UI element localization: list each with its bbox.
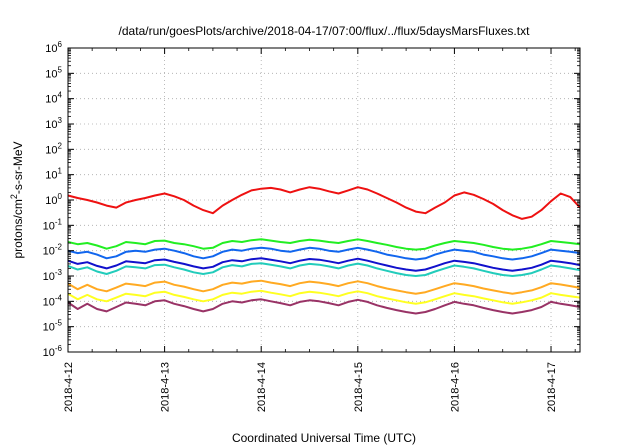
chart-title: /data/run/goesPlots/archive/2018-04-17/0… [119, 24, 531, 38]
y-tick-exponent: -5 [55, 319, 63, 328]
y-tick-label: 103 [45, 116, 62, 131]
series-line-3 [67, 246, 581, 261]
y-tick-exponent: 0 [58, 192, 63, 201]
series-line-4 [67, 262, 581, 277]
y-tick-base: 10 [45, 170, 57, 182]
series-line-5 [67, 257, 581, 272]
y-axis-label-main: protons/cm [11, 199, 25, 258]
y-tick-base: 10 [43, 322, 55, 334]
y-tick-base: 10 [43, 246, 55, 258]
y-tick-base: 10 [43, 296, 55, 308]
y-tick-exponent: -3 [55, 268, 63, 277]
y-tick-exponent: 6 [58, 40, 63, 49]
y-tick-base: 10 [45, 144, 57, 156]
y-tick-base: 10 [43, 220, 55, 232]
y-tick-base: 10 [45, 68, 57, 80]
y-tick-label: 100 [45, 192, 62, 207]
y-axis-label: protons/cm2-s-sr-MeV [9, 141, 25, 258]
y-axis-label-rest: -s-sr-MeV [11, 141, 25, 194]
y-tick-label: 10-6 [43, 344, 63, 359]
y-tick-base: 10 [45, 94, 57, 106]
x-tick-label: 2018-4-14 [256, 362, 268, 412]
x-tick-label: 2018-4-13 [160, 362, 172, 412]
y-tick-label: 101 [45, 167, 62, 182]
y-tick-exponent: 3 [58, 116, 63, 125]
y-tick-base: 10 [45, 119, 57, 131]
y-tick-base: 10 [45, 195, 57, 207]
series-line-2 [67, 238, 581, 251]
y-tick-label: 106 [45, 40, 62, 55]
x-tick-label: 2018-4-16 [449, 362, 461, 412]
y-tick-exponent: 5 [58, 65, 63, 74]
y-tick-label: 10-2 [43, 243, 63, 258]
y-axis-label-sup: 2 [9, 194, 19, 199]
y-tick-exponent: -1 [55, 217, 63, 226]
y-tick-base: 10 [43, 271, 55, 283]
x-tick-label: 2018-4-17 [546, 362, 558, 412]
series-line-1 [67, 186, 581, 220]
y-tick-label: 10-5 [43, 319, 63, 334]
y-tick-label: 10-4 [43, 293, 63, 308]
x-axis-label: Coordinated Universal Time (UTC) [232, 431, 416, 445]
y-tick-exponent: -6 [55, 344, 63, 353]
y-tick-exponent: 4 [58, 91, 63, 100]
x-axis-ticks: 2018-4-12 2018-4-13 2018-4-14 2018-4-15 2018… [63, 48, 576, 412]
y-tick-label: 10-1 [43, 217, 63, 232]
y-tick-base: 10 [45, 43, 57, 55]
y-tick-label: 105 [45, 65, 62, 80]
y-tick-exponent: 1 [58, 167, 63, 176]
x-tick-label: 2018-4-15 [353, 362, 365, 412]
y-tick-base: 10 [43, 347, 55, 359]
y-tick-label: 104 [45, 91, 62, 106]
series-layer [67, 186, 581, 315]
y-tick-label: 10-3 [43, 268, 63, 283]
y-tick-exponent: -4 [55, 293, 63, 302]
x-tick-label: 2018-4-12 [63, 362, 75, 412]
series-line-6 [67, 279, 581, 295]
series-line-8 [67, 298, 581, 315]
y-axis-ticks: 10-610-510-410-310-210-11001011021031041… [43, 40, 580, 359]
y-tick-exponent: -2 [55, 243, 63, 252]
series-line-7 [67, 289, 581, 305]
y-tick-exponent: 2 [58, 141, 63, 150]
y-tick-label: 102 [45, 141, 62, 156]
